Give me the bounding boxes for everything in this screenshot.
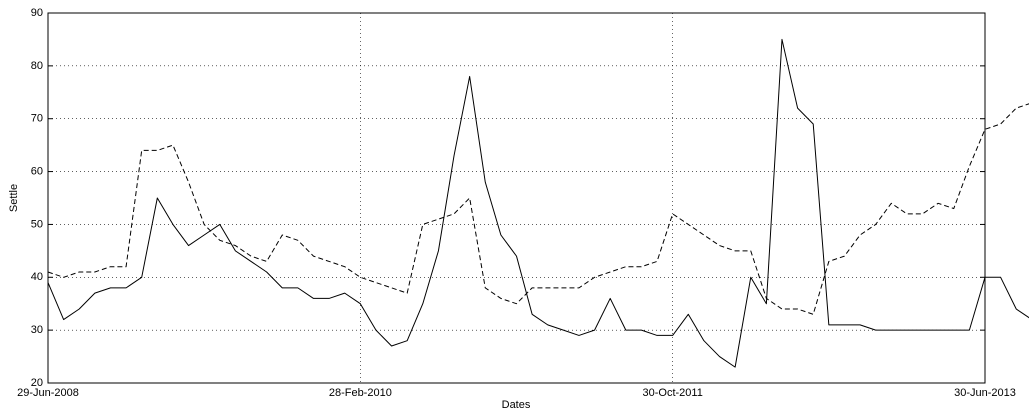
x-axis-label: Dates xyxy=(502,399,531,411)
x-tick-label: 30-Oct-2011 xyxy=(643,387,703,399)
series-line xyxy=(47,103,1029,315)
y-tick-label: 60 xyxy=(31,165,43,177)
y-tick-label: 30 xyxy=(31,324,43,336)
y-axis-label: Settle xyxy=(8,184,20,212)
x-tick-label: 30-Jun-2013 xyxy=(954,387,1016,399)
series-line xyxy=(47,38,1029,368)
plot-frame xyxy=(47,12,986,384)
y-tick-label: 50 xyxy=(31,218,43,230)
y-tick-label: 90 xyxy=(31,7,43,19)
y-tick-label: 40 xyxy=(31,271,43,283)
y-tick-label: 80 xyxy=(31,60,43,72)
y-tick-label: 20 xyxy=(31,377,43,389)
y-tick-label: 70 xyxy=(31,113,43,125)
x-tick-label: 28-Feb-2010 xyxy=(329,387,392,399)
x-tick-label: 29-Jun-2008 xyxy=(17,387,79,399)
